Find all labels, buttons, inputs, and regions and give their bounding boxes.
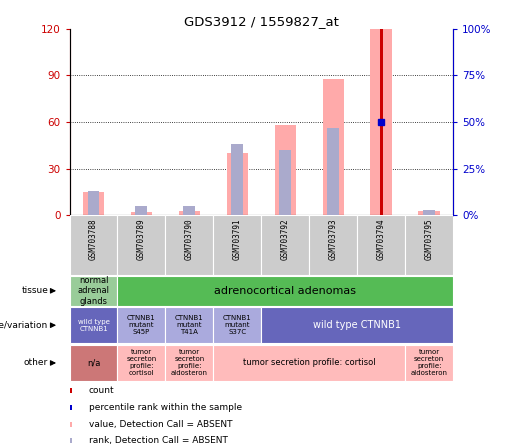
Text: CTNNB1
mutant
S45P: CTNNB1 mutant S45P (127, 315, 156, 335)
Text: genotype/variation: genotype/variation (0, 321, 48, 330)
Bar (88, 191, 99, 215)
Text: n/a: n/a (87, 358, 100, 368)
Text: wild type
CTNNB1: wild type CTNNB1 (78, 319, 110, 332)
Bar (117, 276, 453, 306)
Bar (70, 422, 72, 427)
Bar (213, 307, 261, 343)
Text: tumor
secreton
profile:
aldosteron: tumor secreton profile: aldosteron (171, 349, 208, 377)
Bar (70, 345, 117, 381)
Bar (274, 125, 296, 215)
Bar (117, 345, 165, 381)
Text: percentile rank within the sample: percentile rank within the sample (89, 403, 242, 412)
Title: GDS3912 / 1559827_at: GDS3912 / 1559827_at (184, 15, 339, 28)
Bar (213, 345, 405, 381)
Bar (70, 388, 72, 393)
Text: value, Detection Call = ABSENT: value, Detection Call = ABSENT (89, 420, 232, 429)
Bar (131, 212, 152, 215)
Bar (165, 307, 213, 343)
Text: CTNNB1
mutant
S37C: CTNNB1 mutant S37C (223, 315, 252, 335)
Bar (135, 206, 147, 215)
Bar (405, 215, 453, 275)
Text: GSM703788: GSM703788 (89, 218, 98, 260)
Text: GSM703795: GSM703795 (425, 218, 434, 260)
Bar (165, 215, 213, 275)
Bar (227, 153, 248, 215)
Bar (261, 215, 310, 275)
Bar (423, 210, 435, 215)
Text: tumor
secreton
profile:
cortisol: tumor secreton profile: cortisol (126, 349, 157, 377)
Bar (183, 206, 195, 215)
Text: tumor secretion profile: cortisol: tumor secretion profile: cortisol (243, 358, 375, 368)
Text: rank, Detection Call = ABSENT: rank, Detection Call = ABSENT (89, 436, 228, 444)
Bar (405, 345, 453, 381)
Text: other: other (24, 358, 48, 368)
Bar (117, 215, 165, 275)
Bar (380, 29, 383, 215)
Bar (357, 215, 405, 275)
Bar (70, 405, 72, 410)
Bar (179, 210, 200, 215)
Bar (213, 215, 261, 275)
Text: GSM703791: GSM703791 (233, 218, 242, 260)
Bar (231, 144, 244, 215)
Bar (418, 210, 440, 215)
Text: CTNNB1
mutant
T41A: CTNNB1 mutant T41A (175, 315, 204, 335)
Text: GSM703793: GSM703793 (329, 218, 338, 260)
Text: wild type CTNNB1: wild type CTNNB1 (313, 320, 401, 330)
Bar (310, 215, 357, 275)
Text: GSM703789: GSM703789 (137, 218, 146, 260)
Text: tumor
secreton
profile:
aldosteron: tumor secreton profile: aldosteron (411, 349, 448, 377)
Bar (165, 345, 213, 381)
Text: tissue: tissue (21, 286, 48, 295)
Bar (370, 29, 392, 215)
Bar (328, 128, 339, 215)
Text: GSM703794: GSM703794 (377, 218, 386, 260)
Bar (70, 438, 72, 443)
Bar (279, 150, 291, 215)
Text: GSM703790: GSM703790 (185, 218, 194, 260)
Bar (83, 192, 105, 215)
Text: GSM703792: GSM703792 (281, 218, 290, 260)
Bar (261, 307, 453, 343)
Bar (70, 215, 117, 275)
Text: count: count (89, 386, 114, 395)
Bar (322, 79, 344, 215)
Text: normal
adrenal
glands: normal adrenal glands (77, 276, 110, 306)
Bar (70, 307, 117, 343)
Bar (117, 307, 165, 343)
Text: adrenocortical adenomas: adrenocortical adenomas (214, 286, 356, 296)
Bar (70, 276, 117, 306)
